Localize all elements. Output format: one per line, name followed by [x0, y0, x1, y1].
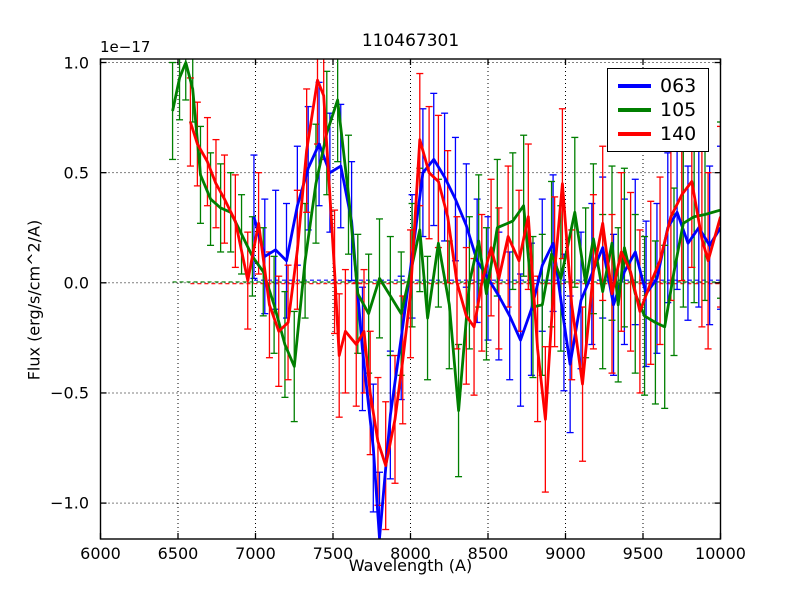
- legend-label: 063: [660, 75, 697, 97]
- x-tick-label: 7500: [312, 544, 354, 563]
- x-tick-label: 8000: [390, 544, 431, 563]
- y-tick-label: −0.5: [50, 383, 89, 403]
- x-tick-label: 6000: [80, 544, 121, 563]
- x-tick-label: 9500: [622, 544, 664, 563]
- legend-label: 140: [660, 123, 697, 145]
- y-axis-offset-label: 1e−17: [100, 38, 151, 56]
- data-layer: [169, 59, 721, 539]
- legend-line-icon: [618, 132, 651, 136]
- legend-line-icon: [618, 84, 651, 88]
- x-axis-label: Wavelength (A): [348, 556, 473, 575]
- series-line-140: [189, 78, 721, 468]
- legend-line-icon: [618, 108, 651, 112]
- legend-item-063: 063: [618, 75, 696, 97]
- x-tick-label: 9000: [545, 544, 586, 563]
- axes-frame: [99, 58, 722, 540]
- plot-title: 110467301: [361, 31, 460, 51]
- legend-item-105: 105: [618, 99, 696, 121]
- y-tick-label: 0.5: [63, 163, 89, 183]
- y-axis-label: Flux (erg/s/cm^2/A): [24, 219, 44, 381]
- x-tick-label: 7000: [235, 544, 276, 563]
- y-tick-label: −1.0: [50, 493, 89, 513]
- x-tick-label: 6500: [157, 544, 199, 563]
- x-tick-label: 10000: [695, 544, 746, 563]
- x-tick-label: 8500: [467, 544, 509, 563]
- y-tick-label: 1.0: [63, 53, 89, 73]
- legend-label: 105: [660, 99, 697, 121]
- y-tick-label: 0.0: [63, 273, 89, 293]
- legend-item-140: 140: [618, 123, 696, 145]
- legend-box: 063 105 140: [607, 68, 710, 152]
